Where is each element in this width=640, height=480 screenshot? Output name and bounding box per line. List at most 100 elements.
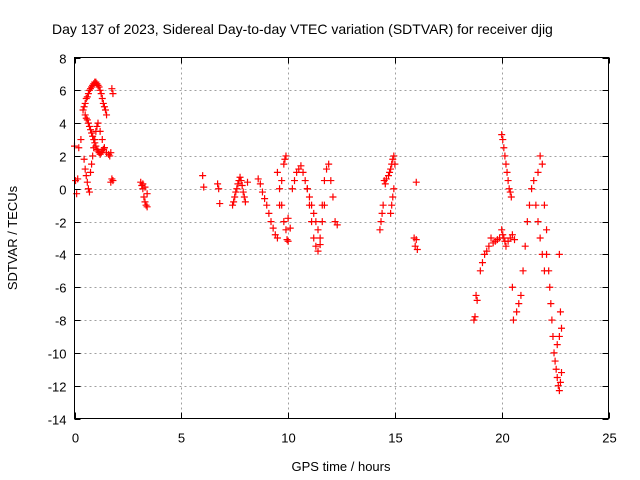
data-point	[244, 178, 252, 186]
data-point	[282, 152, 290, 160]
data-point	[214, 180, 222, 188]
data-point	[82, 95, 90, 103]
data-point	[523, 218, 531, 226]
data-point	[316, 241, 324, 249]
y-tick-label: -4	[55, 248, 67, 263]
data-point	[138, 181, 146, 189]
data-point	[85, 122, 93, 130]
data-point	[141, 183, 149, 191]
data-point	[500, 234, 508, 242]
data-point	[314, 226, 322, 234]
data-point	[384, 172, 392, 180]
data-point	[316, 234, 324, 242]
data-point	[325, 160, 333, 168]
data-point	[107, 149, 115, 157]
data-point	[478, 259, 486, 267]
data-point	[318, 218, 326, 226]
data-point	[483, 247, 491, 255]
data-point	[229, 201, 237, 209]
y-tick-label: 0	[59, 183, 66, 198]
data-point	[269, 224, 277, 232]
data-point	[511, 236, 519, 244]
data-point	[267, 218, 275, 226]
data-point	[538, 160, 546, 168]
plot-frame	[74, 57, 609, 419]
y-tick-label: -2	[55, 216, 67, 231]
y-tick-label: -6	[55, 281, 67, 296]
data-point	[532, 201, 540, 209]
data-point	[506, 188, 514, 196]
data-point	[232, 188, 240, 196]
data-point	[80, 155, 88, 163]
data-point	[412, 236, 420, 244]
data-point	[238, 181, 246, 189]
data-point	[536, 152, 544, 160]
gridlines	[74, 57, 609, 419]
data-point	[550, 349, 558, 357]
data-point	[517, 291, 525, 299]
data-point	[546, 283, 554, 291]
data-point	[327, 177, 335, 185]
data-point	[109, 90, 117, 98]
data-point	[303, 185, 311, 193]
data-point	[508, 231, 516, 239]
data-point	[391, 160, 399, 168]
data-point	[140, 193, 148, 201]
data-point	[284, 237, 292, 245]
data-point	[508, 283, 516, 291]
data-point	[389, 193, 397, 201]
data-point	[143, 203, 151, 211]
data-point	[471, 313, 479, 321]
data-point	[476, 267, 484, 275]
data-point	[547, 300, 555, 308]
data-point	[548, 316, 556, 324]
data-point	[94, 119, 102, 127]
data-point	[305, 193, 313, 201]
y-tick-label: 4	[59, 117, 66, 132]
data-point	[84, 119, 92, 127]
data-point	[83, 93, 91, 101]
data-point	[142, 201, 150, 209]
data-point	[503, 168, 511, 176]
y-axis-ticks: -14 -12 -10 -8 -6 -4 -2 0 2 4 6 8	[48, 52, 609, 428]
data-point	[97, 90, 105, 98]
data-point	[74, 175, 82, 183]
data-point	[555, 387, 563, 395]
data-point	[320, 201, 328, 209]
data-point	[236, 173, 244, 181]
data-point	[273, 234, 281, 242]
data-point	[216, 200, 224, 208]
x-axis-label: GPS time / hours	[292, 459, 391, 474]
data-point	[413, 245, 421, 253]
data-point	[106, 152, 114, 160]
data-point	[286, 224, 294, 232]
data-point	[278, 201, 286, 209]
data-point	[387, 209, 395, 217]
data-point	[530, 177, 538, 185]
data-point	[288, 185, 296, 193]
data-point	[323, 165, 331, 173]
data-point	[310, 234, 318, 242]
y-tick-label: 2	[59, 150, 66, 165]
data-point	[545, 267, 553, 275]
data-point	[314, 247, 322, 255]
data-point	[284, 214, 292, 222]
data-point	[504, 177, 512, 185]
data-point	[261, 195, 269, 203]
data-point	[472, 291, 480, 299]
y-tick-label: -8	[55, 314, 67, 329]
data-point	[89, 152, 97, 160]
x-tick-label: 15	[388, 431, 402, 446]
data-point	[256, 180, 264, 188]
data-point	[94, 81, 102, 89]
data-point	[84, 90, 92, 98]
data-point	[258, 188, 266, 196]
data-point	[390, 152, 398, 160]
data-point	[141, 198, 149, 206]
data-point	[234, 180, 242, 188]
data-point	[278, 177, 286, 185]
data-point	[485, 242, 493, 250]
data-point	[521, 242, 529, 250]
x-tick-label: 25	[602, 431, 616, 446]
data-point	[87, 168, 95, 176]
